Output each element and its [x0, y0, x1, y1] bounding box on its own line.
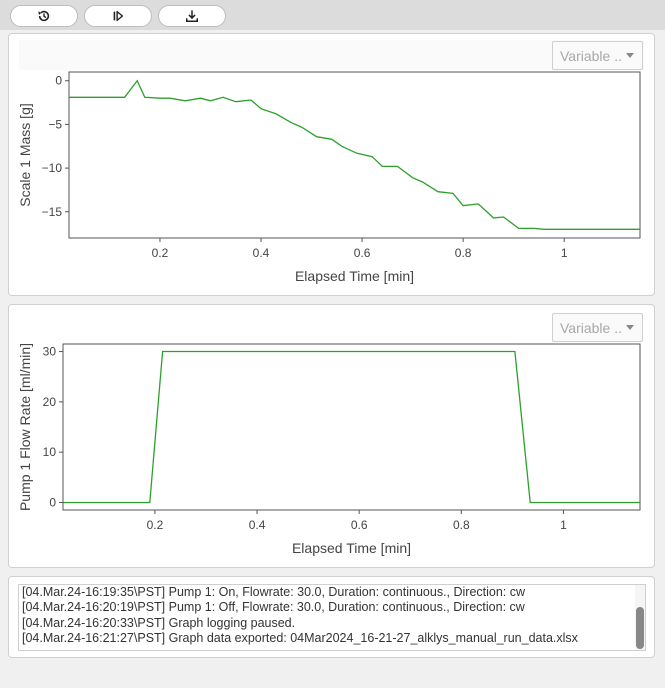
log-scrollbar-thumb[interactable]	[636, 607, 644, 649]
x-tick-label: 1	[561, 246, 568, 260]
x-tick-label: 0.8	[453, 518, 470, 532]
variable-select[interactable]: Variable ..	[552, 41, 643, 70]
history-button[interactable]	[10, 5, 78, 27]
y-tick-label: −5	[48, 117, 62, 131]
series-line	[63, 350, 640, 504]
chart-header	[19, 40, 644, 70]
x-tick-label: 0.2	[152, 246, 169, 260]
y-axis-label: Pump 1 Flow Rate [ml/min]	[17, 343, 33, 511]
x-tick-label: 0.4	[253, 246, 270, 260]
y-tick-label: 30	[43, 345, 57, 359]
x-tick-label: 0.6	[354, 246, 371, 260]
y-tick-label: 10	[43, 445, 57, 459]
plot-frame	[62, 343, 641, 511]
x-tick-label: 0.2	[147, 518, 164, 532]
x-axis-label: Elapsed Time [min]	[292, 540, 411, 556]
log-scrollbar[interactable]	[635, 585, 645, 650]
resume-button[interactable]	[84, 5, 152, 27]
y-tick-label: 20	[43, 395, 57, 409]
download-icon	[186, 10, 198, 22]
log-panel: [04.Mar.24-16:19:35\PST] Pump 1: On, Flo…	[8, 576, 655, 658]
x-axis-label: Elapsed Time [min]	[295, 268, 414, 284]
variable-select[interactable]: Variable ..	[552, 313, 643, 342]
chevron-down-icon	[626, 325, 634, 330]
toolbar	[0, 0, 665, 30]
log-line: [04.Mar.24-16:21:27\PST] Graph data expo…	[22, 630, 578, 645]
download-button[interactable]	[158, 5, 226, 27]
chart-panel-flow: Variable ..	[8, 304, 655, 568]
y-tick-label: −10	[42, 161, 63, 175]
variable-select-label: Variable ..	[560, 319, 622, 336]
log-line: [04.Mar.24-16:20:19\PST] Pump 1: Off, Fl…	[22, 600, 525, 615]
y-axis-label: Scale 1 Mass [g]	[17, 103, 33, 207]
log-line: [04.Mar.24-16:20:33\PST] Graph logging p…	[22, 615, 296, 630]
history-icon	[38, 10, 50, 22]
chart-panel-mass: Variable ..	[8, 33, 655, 296]
variable-select-label: Variable ..	[560, 47, 622, 64]
plot-frame	[68, 71, 641, 239]
x-tick-label: 0.8	[455, 246, 472, 260]
chevron-down-icon	[626, 53, 634, 58]
x-tick-label: 0.4	[249, 518, 266, 532]
x-tick-label: 1	[560, 518, 567, 532]
log-line: [04.Mar.24-16:19:35\PST] Pump 1: On, Flo…	[22, 585, 526, 599]
x-tick-label: 0.6	[351, 518, 368, 532]
y-tick-label: 0	[49, 495, 56, 509]
y-tick-label: 0	[55, 74, 62, 88]
series-line	[69, 79, 640, 230]
play-step-icon	[113, 10, 124, 22]
y-tick-label: −15	[42, 205, 63, 219]
log-output[interactable]: [04.Mar.24-16:19:35\PST] Pump 1: On, Flo…	[18, 584, 646, 651]
